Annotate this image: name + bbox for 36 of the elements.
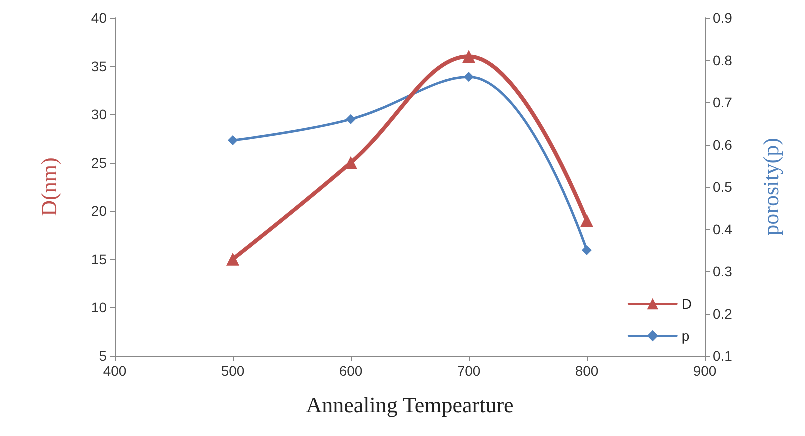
y2-tick-label: 0.8 <box>713 52 733 68</box>
legend-label: D <box>682 296 692 312</box>
y-tick-label: 40 <box>91 10 108 26</box>
y2-tick-label: 0.5 <box>713 179 733 195</box>
y-tick-label: 30 <box>91 106 108 123</box>
y-tick-label: 25 <box>91 154 108 171</box>
x-tick-label: 500 <box>221 363 245 379</box>
y-tick-label: 5 <box>99 348 108 364</box>
x-tick-label: 400 <box>103 363 127 379</box>
x-tick-label: 800 <box>575 363 599 379</box>
y2-tick-label: 0.7 <box>713 94 733 110</box>
y-tick-label: 10 <box>91 300 108 316</box>
x-tick-label: 600 <box>339 363 363 379</box>
point <box>228 136 238 146</box>
y2-tick-label: 0.6 <box>713 136 733 153</box>
point <box>344 156 358 170</box>
point <box>464 72 474 82</box>
x-axis-title: Annealing Tempearture <box>306 392 514 418</box>
y2-tick-label: 0.3 <box>713 264 733 280</box>
point <box>580 214 594 228</box>
legend-label: p <box>682 328 690 344</box>
y-tick-label: 20 <box>91 203 108 220</box>
y2-tick-label: 0.4 <box>713 221 733 238</box>
y2-tick-label: 0.1 <box>713 348 733 364</box>
y-tick-label: 15 <box>91 251 108 268</box>
y-tick-label: 35 <box>91 58 108 74</box>
point <box>582 245 592 256</box>
point <box>346 114 356 124</box>
y2-tick-label: 0.2 <box>713 306 733 322</box>
point <box>462 50 476 64</box>
y2-tick-label: 0.9 <box>713 10 733 26</box>
y-axis-title: D(nm) <box>36 158 62 216</box>
x-tick-label: 700 <box>457 363 481 379</box>
y2-axis-title: porosity(p) <box>758 138 784 236</box>
x-tick-label: 900 <box>693 363 717 379</box>
point <box>226 252 240 266</box>
